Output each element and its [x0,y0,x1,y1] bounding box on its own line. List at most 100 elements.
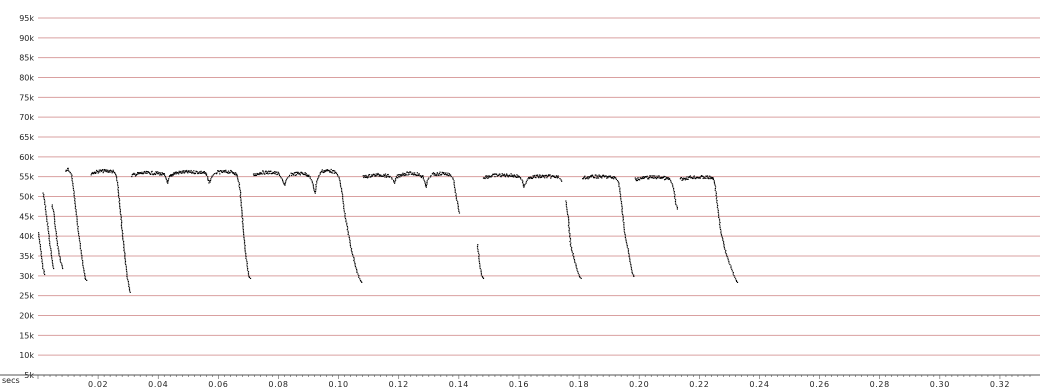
data-point [186,169,188,172]
data-point [269,172,271,175]
data-point [119,202,121,205]
data-point [118,196,120,198]
data-point [393,179,395,182]
data-point [519,177,522,179]
data-point [601,177,603,179]
data-point [407,172,410,174]
data-point [325,170,327,172]
data-point [724,251,727,253]
data-point [48,236,50,238]
data-point [65,170,67,172]
data-point [285,180,287,182]
data-point [80,251,82,253]
data-point [397,177,399,179]
data-point [60,261,62,264]
data-point [649,175,652,177]
data-point [712,177,714,179]
data-point [476,247,479,249]
data-point [54,220,56,223]
data-point [522,185,524,187]
data-point [646,175,648,177]
data-point [685,178,688,180]
data-point [718,216,720,219]
data-point [630,268,633,270]
data-point [458,212,461,214]
data-point [50,248,52,250]
data-point [573,258,576,261]
data-point [635,179,637,182]
data-point [128,287,131,289]
data-point [411,173,414,175]
data-point [676,206,678,209]
data-point [684,179,686,181]
data-point [693,176,695,178]
data-point [412,172,414,174]
data-point [333,172,335,174]
y-tick-label: 90k [19,34,34,43]
data-point [240,198,242,200]
data-point [682,179,684,181]
data-point [51,204,53,206]
data-point [637,177,639,179]
data-point [631,273,634,275]
point-segment [51,204,64,270]
data-point [735,279,737,281]
data-point [241,221,243,223]
data-point [383,174,386,177]
data-point [155,171,157,173]
data-point [211,176,213,178]
data-point [53,210,55,212]
data-point [453,181,455,184]
data-point [661,177,663,180]
data-point [331,172,333,174]
data-point [173,172,175,174]
data-point [422,176,424,178]
data-point [191,172,193,174]
data-point [344,212,346,215]
data-point [347,230,349,232]
data-point [430,175,432,177]
data-point [343,207,345,210]
data-point [305,172,307,175]
data-point [444,173,447,175]
data-point [659,177,661,179]
data-point [44,208,47,211]
data-point [670,180,672,182]
data-point [650,176,653,179]
data-point [626,243,628,245]
data-point [58,251,60,253]
data-point [345,221,347,223]
data-point [128,284,130,286]
x-tick-label: 0.12 [389,380,409,389]
data-point [284,181,287,183]
data-point [379,174,381,176]
data-point [394,182,396,184]
data-point [71,181,74,183]
data-point [570,242,572,244]
data-point [56,236,58,238]
data-point [213,173,216,175]
data-point [315,189,317,191]
data-point [283,182,285,184]
data-point [106,171,108,173]
data-point [129,291,131,293]
data-point [380,174,382,176]
data-point [514,175,516,177]
data-point [242,222,244,224]
data-point [207,176,209,178]
data-point [599,175,601,177]
data-point [340,186,342,188]
data-point [557,176,559,178]
data-point [450,174,452,176]
data-point [271,172,274,175]
data-point [479,266,481,268]
x-tick-label: 0.16 [509,380,529,389]
data-point [115,174,117,176]
data-point [574,260,576,262]
data-point [244,246,246,248]
data-point [734,278,737,280]
data-point [408,173,410,175]
data-point [242,219,244,221]
data-point [719,225,721,227]
data-point [46,220,48,223]
